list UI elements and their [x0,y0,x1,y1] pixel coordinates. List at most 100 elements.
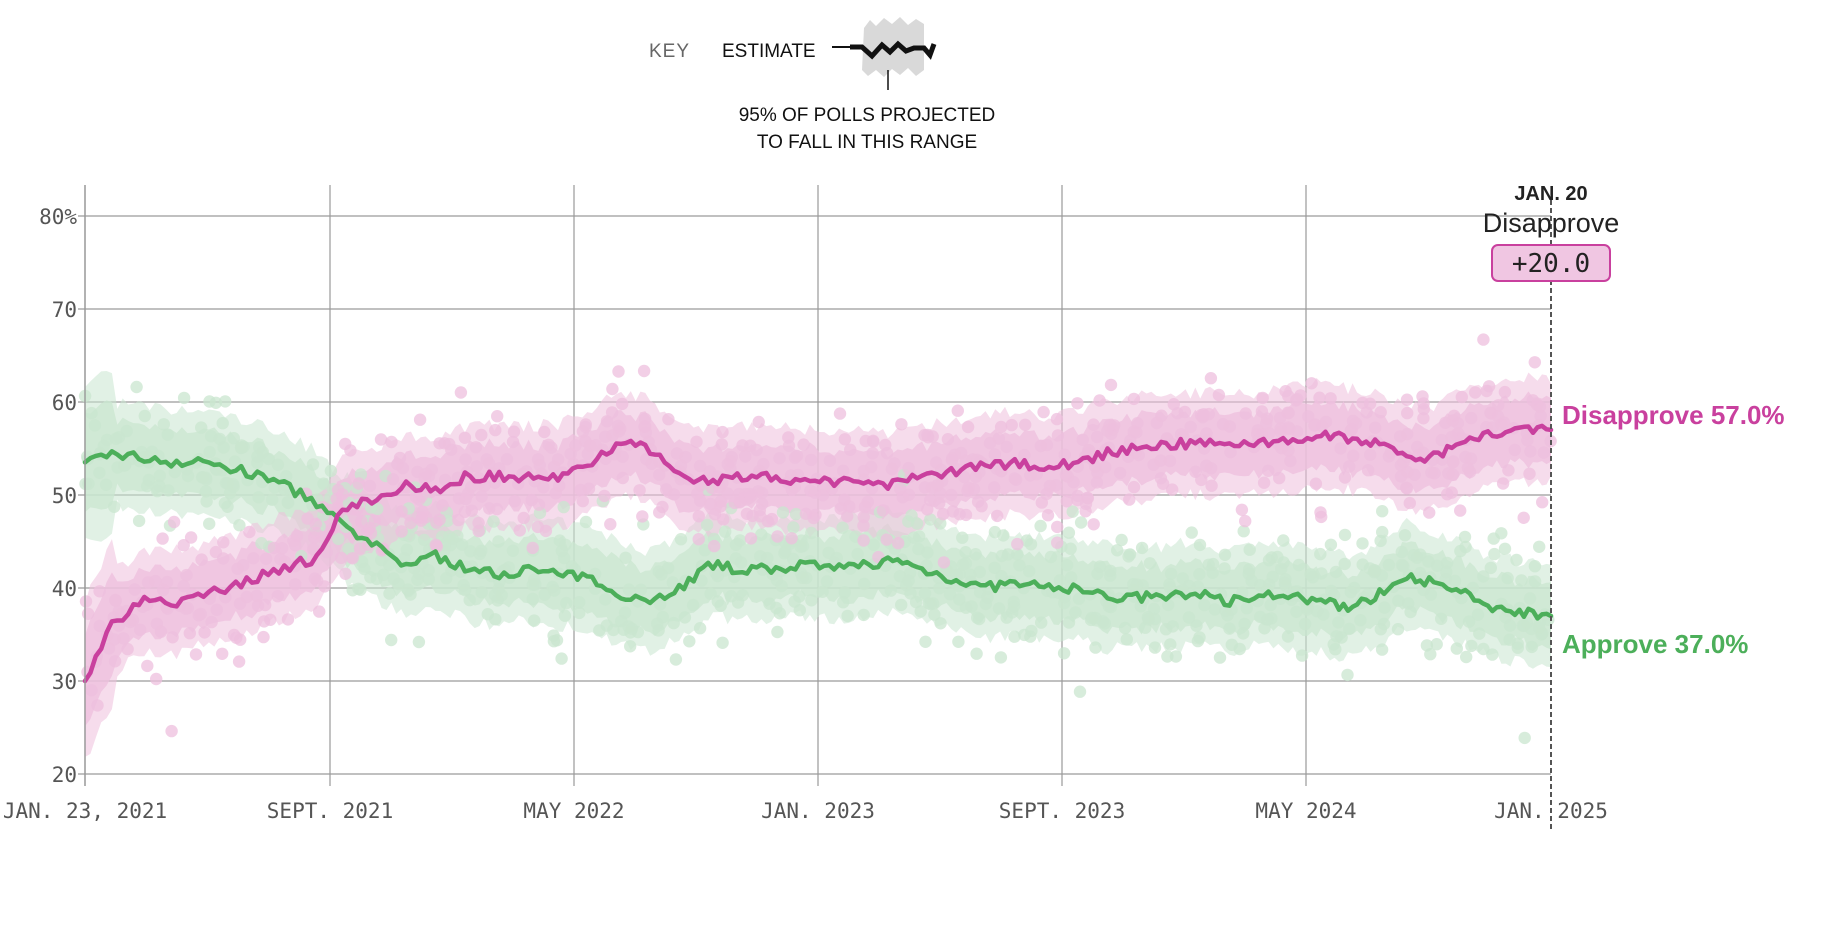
disapprove-poll-dot [721,458,734,471]
disapprove-poll-dot [1400,393,1414,406]
approve-poll-dot [217,441,230,454]
disapprove-poll-dot [691,487,704,500]
approve-poll-dot [599,593,612,606]
disapprove-poll-dot [1282,389,1295,403]
disapprove-poll-dot [1495,418,1508,431]
approve-poll-dot [317,477,330,490]
disapprove-poll-dot [740,507,754,520]
approve-poll-dot [1069,606,1082,619]
disapprove-poll-dot [500,453,514,466]
disapprove-poll-dot [823,454,837,467]
disapprove-poll-dot [837,464,850,477]
legend-title: KEY [649,41,690,62]
approve-poll-dot [956,558,970,571]
approve-poll-dot [1431,559,1444,572]
approve-poll-dot [1024,538,1038,551]
approve-poll-dot [838,586,851,599]
disapprove-poll-dot [951,404,964,417]
disapprove-poll-dot [857,519,870,532]
disapprove-poll-dot [160,575,174,589]
approve-poll-dot [491,594,504,607]
disapprove-poll-dot [1423,506,1436,519]
approve-poll-dot [1190,619,1203,632]
approve-poll-dot [997,529,1010,542]
approve-poll-dot [506,544,520,557]
disapprove-poll-dot [1087,518,1100,531]
disapprove-poll-dot [1104,378,1118,392]
approve-poll-dot [558,609,572,622]
approve-poll-dot [1395,545,1409,559]
approve-poll-dot [364,571,377,584]
disapprove-poll-dot [1492,399,1505,412]
approve-poll-dot [1115,533,1128,547]
disapprove-poll-dot [1534,409,1547,423]
disapprove-poll-dot [662,413,675,426]
approve-poll-dot [203,445,216,459]
approve-poll-dot [1459,540,1472,554]
x-tick-label: JAN. 23, 2021 [3,799,167,823]
approve-poll-dot [787,521,800,534]
disapprove-poll-dot [1239,514,1252,528]
disapprove-poll-dot [1197,408,1210,421]
approve-poll-dot [168,465,181,479]
disapprove-poll-dot [930,456,943,469]
approve-poll-dot [219,395,232,408]
approve-poll-dot [538,588,551,601]
approve-poll-dot [1354,614,1367,627]
approve-poll-dot [1104,564,1117,577]
disapprove-poll-dot [994,420,1008,434]
disapprove-poll-dot [1262,464,1275,477]
legend-glyph-icon [832,17,937,90]
approve-poll-dot [579,515,593,529]
disapprove-poll-dot [1147,458,1160,471]
approve-poll-dot [1324,538,1338,551]
disapprove-poll-dot [386,473,400,486]
approve-poll-dot [851,547,864,561]
disapprove-poll-dot [1454,504,1467,517]
approve-poll-dot [857,608,870,622]
disapprove-poll-dot [459,492,472,506]
approve-poll-dot [959,546,972,559]
approve-poll-dot [1206,557,1220,571]
disapprove-poll-dot [1037,405,1050,419]
disapprove-poll-dot [865,460,878,474]
approve-poll-dot [666,576,679,589]
approve-poll-dot [1263,578,1276,591]
approve-poll-dot [1243,543,1256,556]
approve-poll-dot [1448,574,1462,588]
disapprove-poll-dot [739,450,752,463]
disapprove-poll-dot [532,498,546,511]
disapprove-poll-dot [1163,454,1177,468]
disapprove-poll-dot [126,613,140,627]
disapprove-poll-dot [867,435,880,448]
disapprove-poll-dot [1059,468,1073,482]
approve-poll-dot [1525,640,1539,654]
disapprove-poll-dot [189,648,203,661]
approve-poll-dot [1060,559,1074,572]
approve-poll-dot [1123,548,1137,561]
disapprove-poll-dot [931,478,944,492]
approve-poll-dot [1102,600,1116,613]
disapprove-poll-dot [102,642,116,655]
approve-poll-dot [553,534,566,547]
approve-poll-dot [761,551,774,565]
x-tick-label: SEPT. 2023 [999,799,1125,823]
approve-poll-dot [631,625,645,639]
disapprove-poll-dot [921,503,934,516]
disapprove-poll-dot [1485,407,1498,420]
disapprove-poll-dot [604,518,617,531]
approve-poll-dot [560,596,573,610]
disapprove-poll-dot [393,451,407,465]
approve-poll-dot [1528,560,1542,573]
disapprove-poll-dot [1451,417,1465,430]
margin-badge [1491,244,1611,282]
approve-poll-dot [719,525,732,538]
disapprove-poll-dot [1524,445,1537,458]
approve-poll-dot [763,597,776,610]
disapprove-poll-dot [209,545,223,559]
disapprove-poll-dot [308,572,322,585]
disapprove-poll-dot [313,605,326,618]
approve-poll-dot [1460,650,1473,664]
end-annotation: JAN. 20 Disapprove +20.0 Disapprove 57.0… [1483,183,1785,832]
approve-poll-dot [1225,638,1239,651]
